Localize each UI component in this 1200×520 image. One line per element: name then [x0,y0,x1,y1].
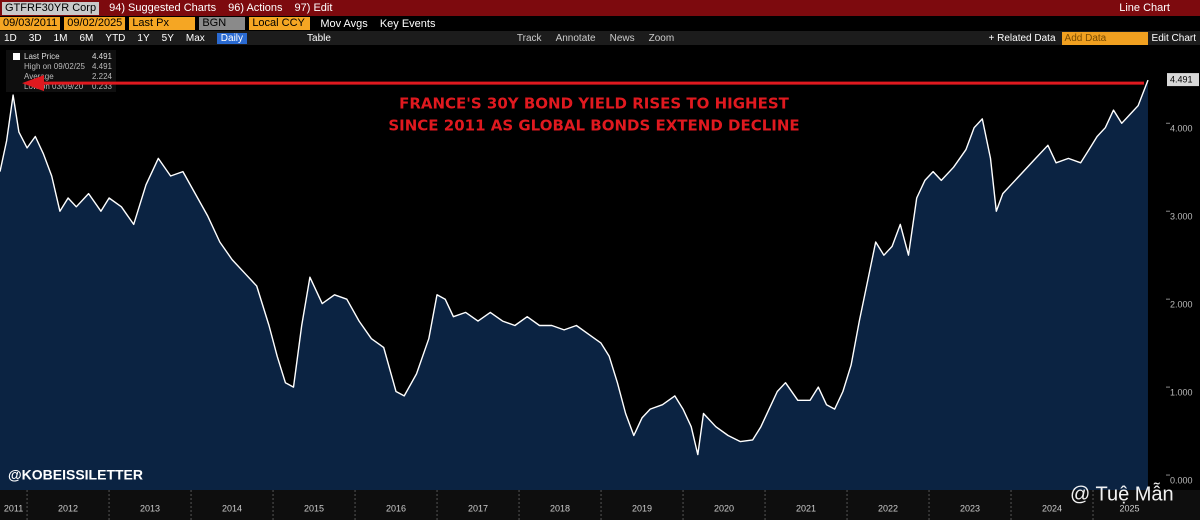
x-tick-label: 2022 [878,503,898,513]
tool-button[interactable]: Annotate [555,32,596,44]
field[interactable]: Last Px [129,17,196,30]
currency[interactable]: Local CCY [249,17,311,30]
menu-item[interactable]: 97) Edit [294,2,333,14]
period-button[interactable]: YTD [105,32,126,44]
period-button[interactable]: 1D [4,32,17,44]
x-tick-label: 2014 [222,503,242,513]
x-tick-label: 2024 [1042,503,1062,513]
y-tick-label: 2.000 [1170,300,1193,310]
period-button[interactable]: 1Y [137,32,150,44]
start-date[interactable]: 09/03/2011 [0,17,61,30]
stat-label: High on 09/02/25 [24,62,85,71]
x-tick-label: 2012 [58,503,78,513]
watermark: @ Tuệ Mẫn [1070,482,1174,505]
legend-value: 4.491 [92,52,113,61]
x-axis-band [0,490,1200,520]
settings-bar: 09/03/2011 09/02/2025 Last Px BGN Local … [0,16,1200,31]
x-tick-label: 2020 [714,503,734,513]
tool-button[interactable]: News [609,32,635,44]
legend-box [6,50,116,92]
annotation-arrowhead [22,75,44,92]
y-tick-label: 0.000 [1170,475,1193,485]
menu-item[interactable]: 94) Suggested Charts [109,2,217,14]
periods: 1D 3D 1M 6M YTD 1Y 5Y Max [4,33,217,44]
title-bar: GTFRF30YR Corp 94) Suggested Charts 96) … [0,0,1200,16]
x-tick-label: 2017 [468,503,488,513]
x-tick-label: 2018 [550,503,570,513]
x-tick-label: 2021 [796,503,816,513]
last-price-label: 4.491 [1170,74,1193,84]
add-data[interactable]: Add Data [1061,31,1148,45]
period-button[interactable]: Max [185,32,205,44]
period-bar: 1D 3D 1M 6M YTD 1Y 5Y Max Daily Table Track Anno… [0,31,1200,45]
y-tick-label: 1.000 [1170,387,1193,397]
period-button[interactable]: 3D [28,32,42,44]
x-tick-label: 2019 [632,503,652,513]
chart-kind[interactable]: Line Chart [1119,2,1170,14]
period-button[interactable]: 6M [79,32,94,44]
option[interactable]: Key Events [379,17,436,30]
credit: @KOBEISSILETTER [8,467,143,483]
related-data[interactable]: + Related Data [988,32,1056,44]
x-tick-label: 2025 [1119,503,1139,513]
period-button[interactable]: 1M [53,32,68,44]
period-button[interactable]: 5Y [161,32,174,44]
y-axis-band [1166,45,1200,490]
area-fill [0,80,1148,490]
x-tick-label: 2015 [304,503,324,513]
stat-value: 0.233 [92,82,113,91]
tool-button[interactable]: Track [516,32,542,44]
tools: Track Annotate News Zoom [517,33,688,44]
price-line [0,79,1149,456]
y-tick-label: 3.000 [1170,212,1193,222]
x-tick-label: 2013 [140,503,160,513]
legend-label: Last Price [24,52,60,61]
stat-label: Average [24,72,54,81]
stat-label: Low on 03/09/20 [24,82,84,91]
source[interactable]: BGN [199,17,246,30]
x-tick-label: 2011 [4,503,23,513]
x-tick-label: 2016 [386,503,406,513]
edit-chart[interactable]: Edit Chart [1151,32,1196,44]
annotation-text: SINCE 2011 AS GLOBAL BONDS EXTEND DECLIN… [388,117,799,135]
last-price-badge [1167,73,1199,87]
frequency[interactable]: Daily [216,32,248,44]
stat-value: 2.224 [92,72,113,81]
x-tick-label: 2023 [960,503,980,513]
legend-swatch [13,53,20,60]
stat-value: 4.491 [92,62,113,71]
option[interactable]: Mov Avgs [320,17,368,30]
tool-button[interactable]: Zoom [648,32,675,44]
menu-item[interactable]: 96) Actions [228,2,283,14]
chart: 0.000 1.000 2.000 3.000 4.000 4.491 2011 2012 20… [0,45,1200,520]
y-tick-label: 4.000 [1170,124,1193,134]
annotation-text: FRANCE'S 30Y BOND YIELD RISES TO HIGHEST [399,95,790,113]
ticker-field[interactable]: GTFRF30YR Corp [2,1,100,15]
table-button[interactable]: Table [307,32,331,44]
legend: Last Price 4.491 High on 09/02/25 4.491 Aver… [6,50,116,92]
end-date[interactable]: 09/02/2025 [64,17,126,30]
